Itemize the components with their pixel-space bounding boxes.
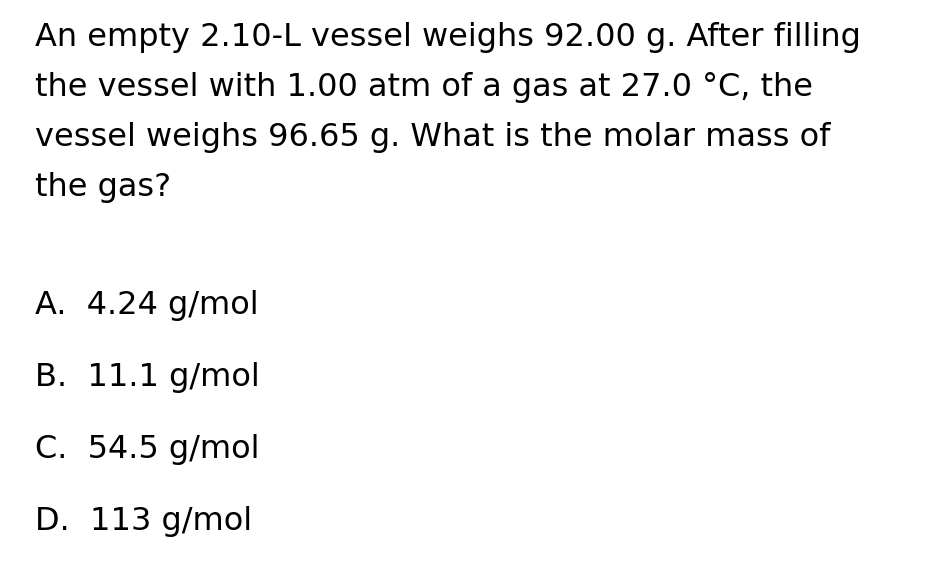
Text: B.  11.1 g/mol: B. 11.1 g/mol <box>35 362 260 393</box>
Text: C.  54.5 g/mol: C. 54.5 g/mol <box>35 434 259 465</box>
Text: An empty 2.10-L vessel weighs 92.00 g. After filling: An empty 2.10-L vessel weighs 92.00 g. A… <box>35 22 861 53</box>
Text: A.  4.24 g/mol: A. 4.24 g/mol <box>35 290 258 321</box>
Text: the vessel with 1.00 atm of a gas at 27.0 °C, the: the vessel with 1.00 atm of a gas at 27.… <box>35 72 813 103</box>
Text: vessel weighs 96.65 g. What is the molar mass of: vessel weighs 96.65 g. What is the molar… <box>35 122 831 153</box>
Text: D.  113 g/mol: D. 113 g/mol <box>35 506 252 537</box>
Text: the gas?: the gas? <box>35 172 171 203</box>
